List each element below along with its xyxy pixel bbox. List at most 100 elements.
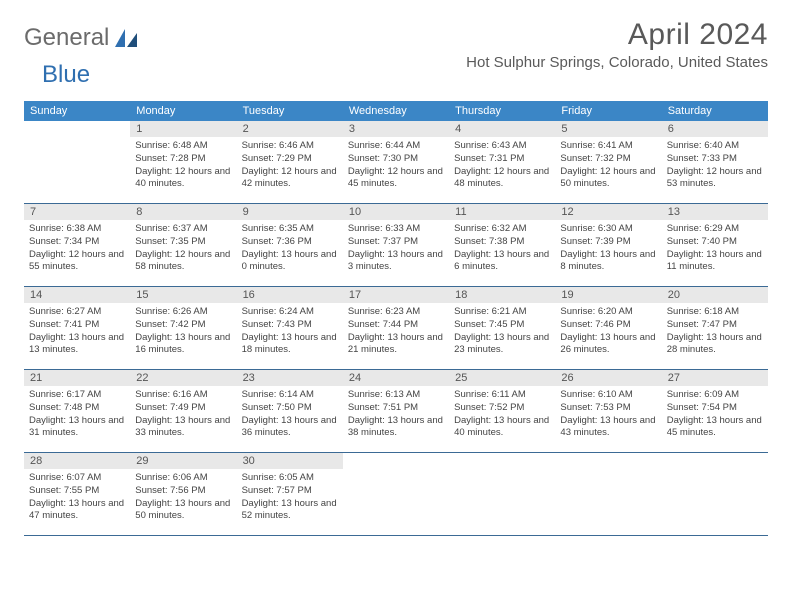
day-details: Sunrise: 6:06 AMSunset: 7:56 PMDaylight:…	[130, 469, 236, 527]
day-cell: 21Sunrise: 6:17 AMSunset: 7:48 PMDayligh…	[24, 370, 130, 452]
daylight-line: Daylight: 13 hours and 21 minutes.	[348, 332, 444, 358]
day-details: Sunrise: 6:24 AMSunset: 7:43 PMDaylight:…	[237, 303, 343, 361]
day-cell: 16Sunrise: 6:24 AMSunset: 7:43 PMDayligh…	[237, 287, 343, 369]
weekday-header: Saturday	[662, 101, 768, 121]
sunset-line: Sunset: 7:50 PM	[242, 402, 338, 415]
sunset-line: Sunset: 7:39 PM	[560, 236, 656, 249]
day-cell: 6Sunrise: 6:40 AMSunset: 7:33 PMDaylight…	[662, 121, 768, 203]
sunset-line: Sunset: 7:56 PM	[135, 485, 231, 498]
week-row: 14Sunrise: 6:27 AMSunset: 7:41 PMDayligh…	[24, 287, 768, 370]
sunset-line: Sunset: 7:30 PM	[348, 153, 444, 166]
sunrise-line: Sunrise: 6:11 AM	[454, 389, 550, 402]
sunrise-line: Sunrise: 6:24 AM	[242, 306, 338, 319]
daylight-line: Daylight: 12 hours and 40 minutes.	[135, 166, 231, 192]
day-cell: 22Sunrise: 6:16 AMSunset: 7:49 PMDayligh…	[130, 370, 236, 452]
sunset-line: Sunset: 7:54 PM	[667, 402, 763, 415]
day-details: Sunrise: 6:10 AMSunset: 7:53 PMDaylight:…	[555, 386, 661, 444]
daylight-line: Daylight: 13 hours and 0 minutes.	[242, 249, 338, 275]
day-cell: 24Sunrise: 6:13 AMSunset: 7:51 PMDayligh…	[343, 370, 449, 452]
day-number: 30	[237, 453, 343, 469]
day-number: 5	[555, 121, 661, 137]
day-cell: 4Sunrise: 6:43 AMSunset: 7:31 PMDaylight…	[449, 121, 555, 203]
sunrise-line: Sunrise: 6:17 AM	[29, 389, 125, 402]
weekday-header: Wednesday	[343, 101, 449, 121]
day-details: Sunrise: 6:27 AMSunset: 7:41 PMDaylight:…	[24, 303, 130, 361]
week-row: 28Sunrise: 6:07 AMSunset: 7:55 PMDayligh…	[24, 453, 768, 536]
day-details: Sunrise: 6:48 AMSunset: 7:28 PMDaylight:…	[130, 137, 236, 195]
sunset-line: Sunset: 7:49 PM	[135, 402, 231, 415]
day-number: 3	[343, 121, 449, 137]
sunrise-line: Sunrise: 6:13 AM	[348, 389, 444, 402]
day-number: 1	[130, 121, 236, 137]
day-number: 28	[24, 453, 130, 469]
daylight-line: Daylight: 13 hours and 26 minutes.	[560, 332, 656, 358]
sunset-line: Sunset: 7:31 PM	[454, 153, 550, 166]
day-number: 22	[130, 370, 236, 386]
weekday-header: Tuesday	[237, 101, 343, 121]
day-cell: 8Sunrise: 6:37 AMSunset: 7:35 PMDaylight…	[130, 204, 236, 286]
logo-sail-icon	[113, 27, 139, 49]
sunrise-line: Sunrise: 6:27 AM	[29, 306, 125, 319]
sunrise-line: Sunrise: 6:48 AM	[135, 140, 231, 153]
day-number: 24	[343, 370, 449, 386]
sunrise-line: Sunrise: 6:26 AM	[135, 306, 231, 319]
daylight-line: Daylight: 13 hours and 3 minutes.	[348, 249, 444, 275]
day-number: 25	[449, 370, 555, 386]
daylight-line: Daylight: 13 hours and 8 minutes.	[560, 249, 656, 275]
daylight-line: Daylight: 13 hours and 45 minutes.	[667, 415, 763, 441]
day-cell: 13Sunrise: 6:29 AMSunset: 7:40 PMDayligh…	[662, 204, 768, 286]
day-cell: 19Sunrise: 6:20 AMSunset: 7:46 PMDayligh…	[555, 287, 661, 369]
sunrise-line: Sunrise: 6:38 AM	[29, 223, 125, 236]
daylight-line: Daylight: 12 hours and 42 minutes.	[242, 166, 338, 192]
day-number: 19	[555, 287, 661, 303]
weekday-header: Thursday	[449, 101, 555, 121]
day-number: 4	[449, 121, 555, 137]
day-number: 17	[343, 287, 449, 303]
day-cell: 2Sunrise: 6:46 AMSunset: 7:29 PMDaylight…	[237, 121, 343, 203]
logo-text-general: General	[24, 24, 109, 52]
day-cell-empty	[343, 453, 449, 535]
sunrise-line: Sunrise: 6:46 AM	[242, 140, 338, 153]
day-cell: 5Sunrise: 6:41 AMSunset: 7:32 PMDaylight…	[555, 121, 661, 203]
day-cell-empty	[24, 121, 130, 203]
daylight-line: Daylight: 13 hours and 36 minutes.	[242, 415, 338, 441]
sunset-line: Sunset: 7:47 PM	[667, 319, 763, 332]
sunset-line: Sunset: 7:35 PM	[135, 236, 231, 249]
day-number: 23	[237, 370, 343, 386]
day-details: Sunrise: 6:14 AMSunset: 7:50 PMDaylight:…	[237, 386, 343, 444]
daylight-line: Daylight: 12 hours and 45 minutes.	[348, 166, 444, 192]
day-number: 20	[662, 287, 768, 303]
sunset-line: Sunset: 7:53 PM	[560, 402, 656, 415]
day-number: 27	[662, 370, 768, 386]
day-number: 26	[555, 370, 661, 386]
daylight-line: Daylight: 12 hours and 48 minutes.	[454, 166, 550, 192]
location-subtitle: Hot Sulphur Springs, Colorado, United St…	[466, 54, 768, 71]
sunset-line: Sunset: 7:45 PM	[454, 319, 550, 332]
sunset-line: Sunset: 7:40 PM	[667, 236, 763, 249]
sunset-line: Sunset: 7:29 PM	[242, 153, 338, 166]
day-details: Sunrise: 6:40 AMSunset: 7:33 PMDaylight:…	[662, 137, 768, 195]
sunrise-line: Sunrise: 6:07 AM	[29, 472, 125, 485]
day-number: 8	[130, 204, 236, 220]
brand-logo: General	[24, 18, 139, 52]
day-number: 2	[237, 121, 343, 137]
sunrise-line: Sunrise: 6:23 AM	[348, 306, 444, 319]
day-cell: 7Sunrise: 6:38 AMSunset: 7:34 PMDaylight…	[24, 204, 130, 286]
sunset-line: Sunset: 7:34 PM	[29, 236, 125, 249]
day-details: Sunrise: 6:35 AMSunset: 7:36 PMDaylight:…	[237, 220, 343, 278]
daylight-line: Daylight: 13 hours and 43 minutes.	[560, 415, 656, 441]
day-cell: 29Sunrise: 6:06 AMSunset: 7:56 PMDayligh…	[130, 453, 236, 535]
sunset-line: Sunset: 7:41 PM	[29, 319, 125, 332]
day-details: Sunrise: 6:46 AMSunset: 7:29 PMDaylight:…	[237, 137, 343, 195]
day-cell: 27Sunrise: 6:09 AMSunset: 7:54 PMDayligh…	[662, 370, 768, 452]
day-cell: 1Sunrise: 6:48 AMSunset: 7:28 PMDaylight…	[130, 121, 236, 203]
day-cell: 26Sunrise: 6:10 AMSunset: 7:53 PMDayligh…	[555, 370, 661, 452]
logo-text-blue: Blue	[42, 61, 90, 89]
day-number: 18	[449, 287, 555, 303]
daylight-line: Daylight: 13 hours and 11 minutes.	[667, 249, 763, 275]
sunrise-line: Sunrise: 6:21 AM	[454, 306, 550, 319]
day-cell-empty	[449, 453, 555, 535]
sunrise-line: Sunrise: 6:10 AM	[560, 389, 656, 402]
sunset-line: Sunset: 7:42 PM	[135, 319, 231, 332]
day-details: Sunrise: 6:18 AMSunset: 7:47 PMDaylight:…	[662, 303, 768, 361]
